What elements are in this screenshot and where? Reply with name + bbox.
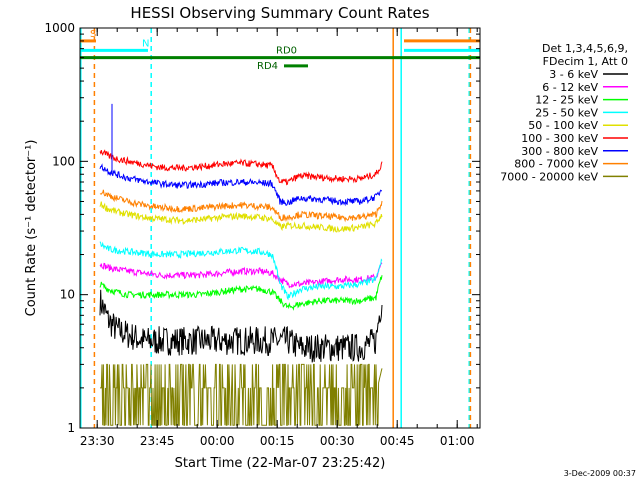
legend-entry-label: 3 - 6 keV <box>549 68 598 81</box>
series-layer <box>99 103 383 426</box>
x-axis-label: Start Time (22-Mar-07 23:25:42) <box>175 456 386 471</box>
y-tick-label: 10 <box>60 288 75 302</box>
series-line-3 <box>99 275 383 311</box>
plot-decorations: S N RD0 RD4 <box>80 28 480 428</box>
y-axis-label: Count Rate (s⁻¹ detector⁻¹) <box>24 140 39 317</box>
series-line-8 <box>99 189 383 223</box>
series-line-9 <box>100 363 383 426</box>
x-tick-label: 01:00 <box>440 434 475 448</box>
legend-entry-label: 300 - 800 keV <box>521 145 598 158</box>
x-tick-label: 00:00 <box>200 434 235 448</box>
y-tick-label: 1000 <box>44 21 75 35</box>
legend-entry-label: 25 - 50 keV <box>535 106 598 119</box>
legend-entry-label: 800 - 7000 keV <box>514 158 598 171</box>
axes: 23:30 23:45 00:00 00:15 00:30 00:45 01:00 1 10 10… <box>44 21 481 448</box>
series-line-7 <box>99 163 383 207</box>
series-line-5 <box>99 201 383 233</box>
x-tick-label: 00:30 <box>320 434 355 448</box>
legend-entry-label: 100 - 300 keV <box>521 132 598 145</box>
series-line-4 <box>99 241 383 301</box>
legend: Det 1,3,4,5,6,9,FDecim 1, Att 03 - 6 keV… <box>500 42 628 183</box>
y-tick-label: 1 <box>67 421 75 435</box>
status-bar-label: N <box>142 38 149 49</box>
series-line-6 <box>99 149 383 186</box>
timestamp: 3-Dec-2009 00:37 <box>564 469 636 478</box>
status-bar-label: S <box>90 29 96 40</box>
x-tick-label: 00:15 <box>260 434 295 448</box>
legend-entry-label: 12 - 25 keV <box>535 94 598 107</box>
legend-entry-label: 7000 - 20000 keV <box>500 170 598 183</box>
chart-title: HESSI Observing Summary Count Rates <box>130 4 429 22</box>
legend-header: Det 1,3,4,5,6,9, <box>542 42 628 55</box>
x-tick-label: 23:30 <box>80 434 115 448</box>
legend-entry-label: 6 - 12 keV <box>542 81 598 94</box>
series-line-2 <box>99 261 383 289</box>
legend-header: FDecim 1, Att 0 <box>543 55 628 68</box>
x-tick-label: 00:45 <box>380 434 415 448</box>
legend-entry-label: 50 - 100 keV <box>528 119 598 132</box>
series-line-1 <box>99 289 383 363</box>
x-tick-label: 23:45 <box>140 434 175 448</box>
plot-frame <box>79 27 481 429</box>
status-bar-label: RD0 <box>276 46 297 57</box>
y-tick-label: 100 <box>52 154 75 168</box>
status-bar-label: RD4 <box>257 61 278 72</box>
